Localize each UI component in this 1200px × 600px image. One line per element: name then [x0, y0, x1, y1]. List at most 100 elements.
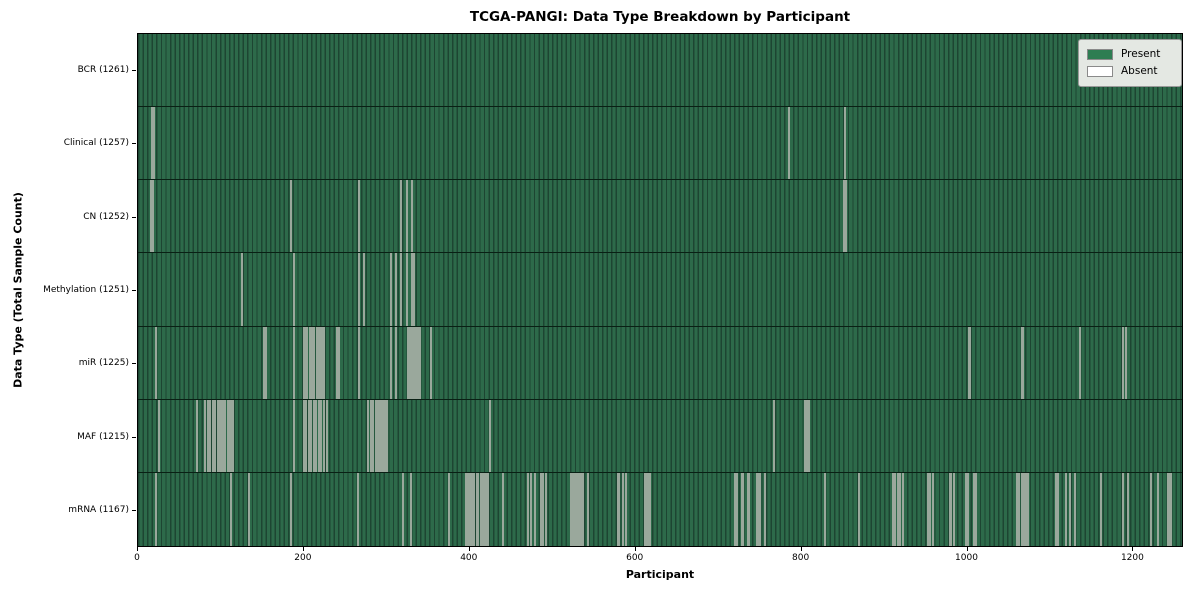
absent-line	[406, 253, 409, 326]
absent-line	[475, 472, 478, 546]
y-tick-mark	[132, 363, 136, 365]
absent-line	[319, 326, 322, 399]
absent-line	[447, 472, 450, 546]
absent-line	[1069, 472, 1072, 546]
absent-line	[967, 326, 970, 399]
absent-line	[473, 472, 476, 546]
absent-line	[412, 326, 415, 399]
absent-line	[746, 472, 749, 546]
absent-line	[152, 180, 155, 253]
absent-line	[897, 472, 900, 546]
absent-line	[1100, 472, 1103, 546]
absent-line	[418, 326, 421, 399]
absent-line	[358, 326, 361, 399]
absent-line	[211, 399, 214, 472]
absent-line	[845, 180, 848, 253]
absent-line	[823, 472, 826, 546]
absent-line	[389, 253, 392, 326]
absent-line	[965, 472, 968, 546]
absent-line	[807, 399, 810, 472]
absent-line	[893, 472, 896, 546]
absent-line	[292, 326, 295, 399]
absent-line	[972, 472, 975, 546]
absent-line	[302, 326, 305, 399]
absent-line	[648, 472, 651, 546]
absent-line	[1065, 472, 1068, 546]
plot-area	[137, 33, 1183, 547]
absent-line	[806, 399, 809, 472]
heatmap-row-maf	[138, 399, 1182, 473]
absent-line	[479, 472, 482, 546]
absent-line	[417, 326, 419, 399]
absent-line	[312, 326, 315, 399]
absent-line	[322, 399, 325, 472]
absent-line	[154, 326, 157, 399]
absent-line	[377, 399, 380, 472]
absent-line	[950, 472, 953, 546]
absent-line	[1027, 472, 1030, 546]
absent-line	[389, 326, 392, 399]
legend-item-present: Present	[1087, 46, 1173, 63]
absent-line	[382, 399, 385, 472]
absent-line	[394, 253, 397, 326]
y-tick-label: mRNA (1167)	[68, 505, 129, 516]
x-tick-mark	[800, 547, 802, 551]
x-tick-mark	[966, 547, 968, 551]
absent-line	[1073, 472, 1076, 546]
absent-line	[804, 399, 807, 472]
absent-line	[502, 472, 505, 546]
x-tick-label: 800	[792, 553, 810, 563]
absent-line	[292, 253, 295, 326]
absent-line	[338, 326, 341, 399]
absent-line	[1056, 472, 1059, 546]
absent-line	[209, 399, 212, 472]
absent-line	[219, 399, 222, 472]
absent-line	[311, 326, 314, 399]
absent-line	[644, 472, 647, 546]
absent-line	[1020, 472, 1023, 546]
absent-line	[317, 399, 320, 472]
absent-line	[221, 399, 224, 472]
absent-line	[312, 399, 315, 472]
absent-line	[316, 326, 318, 399]
y-axis-label: Data Type (Total Sample Count)	[11, 192, 25, 388]
absent-line	[487, 472, 490, 546]
absent-line	[843, 180, 846, 253]
absent-line	[927, 472, 929, 546]
absent-line	[1149, 472, 1152, 546]
absent-line	[322, 326, 325, 399]
absent-line	[969, 326, 972, 399]
absent-line	[466, 472, 469, 546]
x-tick-label: 0	[134, 553, 140, 563]
y-tick-label: CN (1252)	[83, 211, 129, 222]
y-tick-mark	[132, 143, 136, 145]
legend-item-absent: Absent	[1087, 63, 1173, 80]
absent-line	[1022, 472, 1025, 546]
absent-line	[232, 399, 235, 472]
absent-line	[787, 107, 790, 180]
y-tick-mark	[132, 216, 136, 218]
absent-line	[407, 326, 410, 399]
absent-line	[471, 472, 474, 546]
absent-line	[369, 399, 372, 472]
absent-line	[204, 399, 207, 472]
absent-line	[544, 472, 547, 546]
absent-line	[358, 180, 361, 253]
heatmap-row-mir	[138, 326, 1182, 400]
absent-line	[379, 399, 382, 472]
y-tick-label: MAF (1215)	[77, 431, 129, 442]
chart-title: TCGA-PANGI: Data Type Breakdown by Parti…	[469, 9, 851, 25]
absent-line	[264, 326, 267, 399]
absent-line	[151, 107, 154, 180]
x-tick-label: 1000	[955, 553, 978, 563]
absent-line	[367, 399, 370, 472]
absent-line	[304, 326, 307, 399]
x-tick-label: 400	[460, 553, 478, 563]
absent-line	[570, 472, 573, 546]
absent-line	[385, 399, 388, 472]
absent-line	[898, 472, 901, 546]
absent-line	[1122, 326, 1125, 399]
absent-line	[1055, 472, 1058, 546]
y-tick-mark	[132, 69, 136, 71]
x-tick-label: 200	[294, 553, 312, 563]
